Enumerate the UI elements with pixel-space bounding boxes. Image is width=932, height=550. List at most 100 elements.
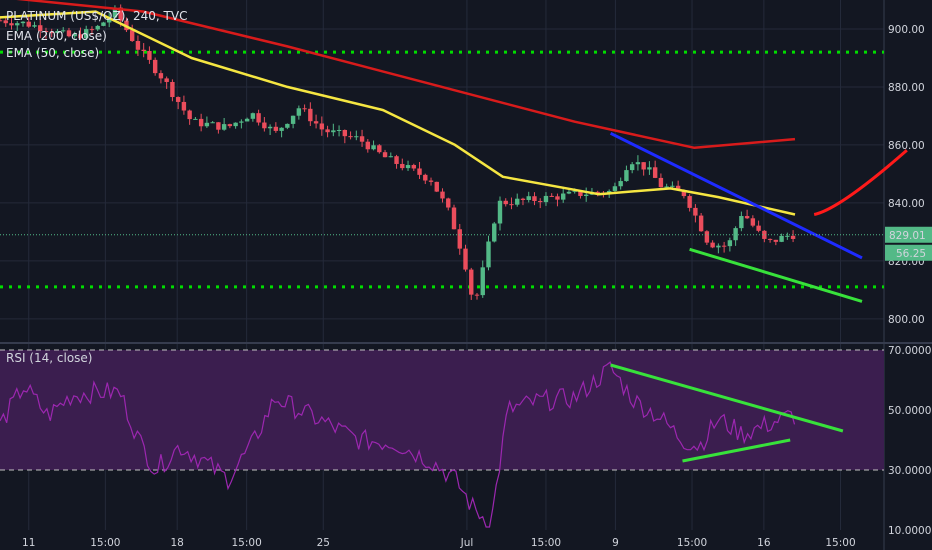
candle-body xyxy=(394,156,399,164)
x-tick-label: 9 xyxy=(612,537,619,549)
candle-body xyxy=(78,34,83,39)
x-tick-label: 25 xyxy=(317,537,330,549)
ema50-line xyxy=(0,10,796,216)
price-support-trendline xyxy=(689,247,863,303)
candle-body xyxy=(0,20,3,22)
candle-body xyxy=(382,152,388,158)
candle-body xyxy=(681,190,687,197)
ema200-legend[interactable]: EMA (200, close) xyxy=(6,29,107,43)
candle-body xyxy=(61,30,66,32)
candle-body xyxy=(405,165,411,169)
candle-body xyxy=(43,31,49,33)
x-tick-label: 11 xyxy=(22,537,35,549)
candle-body xyxy=(141,49,146,51)
candle-body xyxy=(572,190,577,192)
candle-body xyxy=(474,294,480,296)
candle-body xyxy=(647,167,652,170)
candle-body xyxy=(411,165,416,169)
candle-body xyxy=(670,185,675,187)
candle-body xyxy=(566,191,572,194)
x-tick-label: 15:00 xyxy=(677,537,707,549)
candle-body xyxy=(555,196,560,200)
candle-body xyxy=(233,122,238,127)
rsi-legend[interactable]: RSI (14, close) xyxy=(6,351,93,365)
price-resistance-trendline xyxy=(609,131,863,260)
candle-body xyxy=(520,198,526,200)
candle-body xyxy=(193,118,198,120)
candle-body xyxy=(486,241,491,268)
candle-body xyxy=(583,194,589,196)
candle-body xyxy=(785,235,790,237)
candle-body xyxy=(267,126,273,129)
candle-body xyxy=(595,191,600,193)
candle-body xyxy=(239,121,244,123)
candle-body xyxy=(756,225,761,231)
candle-body xyxy=(503,200,508,205)
candle-body xyxy=(250,113,256,119)
candle-body xyxy=(721,245,727,247)
candle-body xyxy=(790,235,796,239)
candle-body xyxy=(38,25,43,32)
candle-body xyxy=(336,129,342,131)
rsi-resistance-trendline xyxy=(610,363,844,433)
rsi-line xyxy=(0,361,796,528)
y-tick-label: 800.00 xyxy=(888,314,925,326)
candle-body xyxy=(348,136,353,138)
candle-body xyxy=(331,130,336,133)
candle-body xyxy=(716,245,721,248)
x-tick-label: Jul xyxy=(460,537,474,549)
rsi-y-tick-label: 10.0000 xyxy=(888,525,931,537)
chart-title: PLATINUM (US$/OZ), 240, TVC xyxy=(6,9,188,23)
y-tick-label: 860.00 xyxy=(888,140,925,152)
candle-body xyxy=(285,123,290,128)
candle-body xyxy=(687,196,692,208)
rsi-y-tick-label: 70.0000 xyxy=(888,345,931,357)
rsi-value-label: 56.25 xyxy=(896,248,926,260)
candle-body xyxy=(469,269,474,295)
candle-body xyxy=(342,129,348,137)
candle-body xyxy=(612,186,618,191)
candle-body xyxy=(319,123,325,130)
candle-body xyxy=(308,108,313,122)
candle-body xyxy=(20,21,26,24)
candle-body xyxy=(32,25,37,27)
candle-body xyxy=(365,141,371,150)
candle-body xyxy=(675,185,681,191)
candle-body xyxy=(325,129,330,133)
y-tick-label: 900.00 xyxy=(888,24,925,36)
candle-body xyxy=(129,30,135,42)
candle-body xyxy=(451,207,457,230)
candle-body xyxy=(210,122,215,124)
candle-body xyxy=(434,181,439,192)
rsi-y-tick-label: 30.0000 xyxy=(888,465,931,477)
candle-body xyxy=(101,22,106,26)
candle-body xyxy=(509,204,514,206)
candle-body xyxy=(273,126,279,131)
candle-body xyxy=(262,122,267,129)
candle-body xyxy=(164,78,169,82)
candle-body xyxy=(371,145,376,150)
candle-body xyxy=(49,31,54,34)
candle-body xyxy=(359,136,365,142)
candle-body xyxy=(618,181,623,187)
candle-body xyxy=(641,162,646,170)
y-tick-label: 880.00 xyxy=(888,82,925,94)
candle-body xyxy=(561,193,566,200)
candle-body xyxy=(417,168,422,175)
candle-body xyxy=(532,196,537,202)
ema50-legend[interactable]: EMA (50, close) xyxy=(6,46,100,60)
candle-body xyxy=(549,195,554,197)
candle-body xyxy=(118,7,123,21)
candle-body xyxy=(428,180,434,182)
candle-body xyxy=(15,23,20,26)
candle-body xyxy=(492,223,497,242)
candle-body xyxy=(147,50,152,60)
candle-body xyxy=(727,240,733,247)
candle-body xyxy=(256,113,261,123)
candle-body xyxy=(170,81,175,98)
candle-body xyxy=(652,167,658,178)
x-tick-label: 15:00 xyxy=(531,537,561,549)
candle-body xyxy=(658,177,664,188)
candle-body xyxy=(463,248,468,270)
